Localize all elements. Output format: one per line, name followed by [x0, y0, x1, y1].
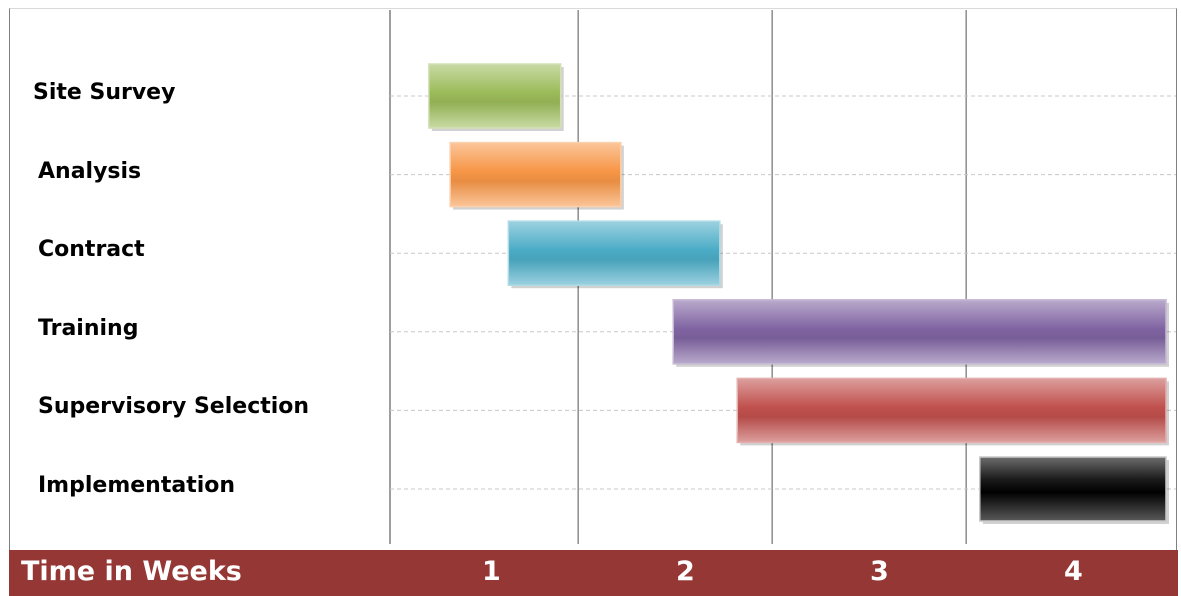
task-label: Contract: [38, 237, 145, 263]
task-label: Training: [38, 315, 139, 341]
time-axis-footer: [9, 550, 1178, 596]
task-label: Site Survey: [33, 80, 176, 105]
task-bar: [449, 141, 622, 208]
task-label: Supervisory Selection: [38, 394, 310, 420]
x-tick-label: 1: [482, 556, 501, 587]
x-tick-label: 2: [676, 556, 695, 587]
bar-layer: [428, 63, 1169, 524]
task-bar: [428, 63, 562, 129]
task-bar: [736, 377, 1167, 444]
task-bar: [507, 220, 721, 286]
task-bar: [672, 299, 1167, 365]
x-axis-title: Time in Weeks: [21, 556, 242, 587]
task-label: Analysis: [38, 158, 142, 184]
task-bar: [979, 456, 1167, 522]
task-label: Implementation: [38, 473, 236, 498]
x-tick-label: 4: [1064, 556, 1083, 587]
chart-frame: [9, 8, 1177, 588]
x-tick-label: 3: [870, 556, 889, 587]
